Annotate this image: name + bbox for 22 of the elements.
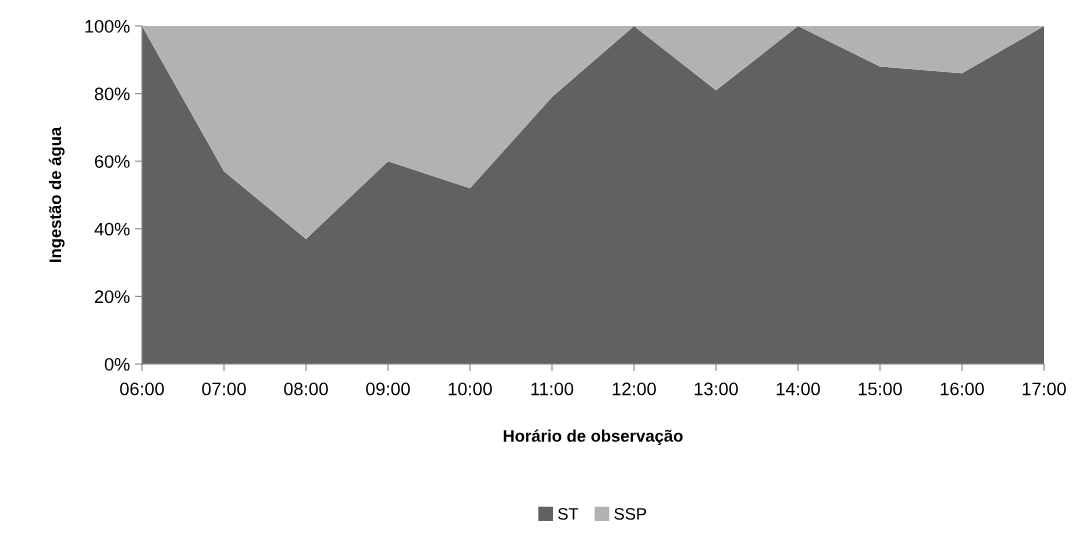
x-tick-label: 10:00	[448, 382, 492, 396]
y-tick-label: 40%	[94, 222, 130, 236]
x-tick-label: 06:00	[120, 382, 164, 396]
legend-label: SSP	[614, 507, 647, 520]
x-tick-label: 13:00	[694, 382, 738, 396]
y-axis-title: Ingestão de água	[48, 126, 65, 262]
y-tick-label: 0%	[104, 357, 130, 371]
x-tick-label: 17:00	[1022, 382, 1066, 396]
x-tick-label: 12:00	[612, 382, 656, 396]
y-tick-label: 60%	[94, 155, 130, 168]
y-tick-label: 100%	[85, 19, 130, 33]
x-tick-label: 08:00	[284, 382, 328, 396]
x-tick-label: 07:00	[202, 382, 246, 396]
legend-label: ST	[558, 507, 579, 520]
x-axis-title: Horário de observação	[503, 429, 683, 446]
x-tick-label: 15:00	[858, 382, 902, 396]
x-tick-label: 14:00	[776, 382, 820, 396]
y-tick-label: 20%	[94, 290, 130, 304]
x-tick-label: 09:00	[366, 382, 410, 396]
y-tick-label: 80%	[94, 87, 130, 101]
x-tick-label: 16:00	[940, 382, 984, 396]
x-tick-label: 11:00	[531, 382, 574, 396]
